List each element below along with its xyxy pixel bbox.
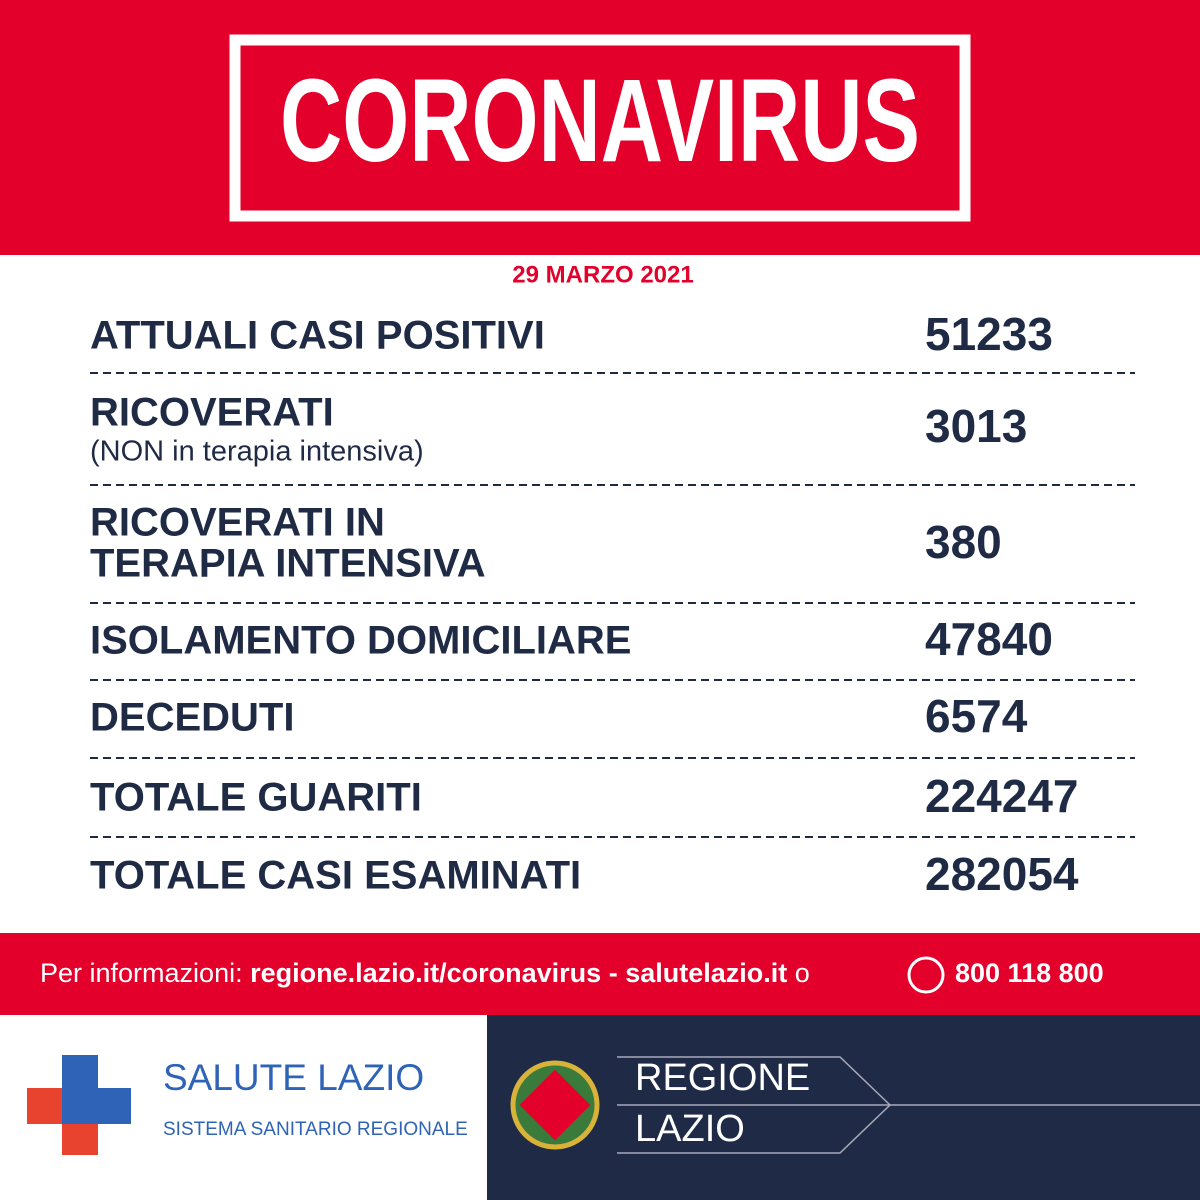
footer-right	[487, 1015, 1200, 1200]
info-prefix: Per informazioni:	[40, 958, 243, 988]
row-label: DECEDUTI	[90, 696, 294, 740]
row-label: TOTALE CASI ESAMINATI	[90, 854, 581, 898]
row-label: ISOLAMENTO DOMICILIARE	[90, 619, 631, 663]
row-value: 380	[925, 516, 1002, 568]
row-value: 3013	[925, 400, 1027, 452]
footer-right-line1: REGIONE	[635, 1057, 810, 1099]
info-sep: -	[609, 958, 618, 988]
info-link[interactable]: salutelazio.it	[625, 958, 787, 988]
region-emblem	[519, 1069, 591, 1141]
date: 29 MARZO 2021	[512, 261, 693, 288]
info-or: o	[795, 958, 810, 988]
info-band	[0, 933, 1200, 1015]
row-value: 282054	[925, 848, 1079, 900]
row-label: RICOVERATI IN	[90, 501, 385, 545]
row-label: TOTALE GUARITI	[90, 776, 422, 820]
footer-right-line2: LAZIO	[635, 1108, 745, 1150]
row-value: 51233	[925, 308, 1053, 360]
logo-cross	[27, 1088, 62, 1124]
footer-left-title: SALUTE LAZIO	[163, 1057, 424, 1098]
row-label: TERAPIA INTENSIVA	[90, 542, 486, 586]
row-value: 47840	[925, 613, 1053, 665]
row-value: 224247	[925, 770, 1079, 822]
row-label: RICOVERATI	[90, 391, 334, 435]
logo-cross	[62, 1124, 98, 1155]
row-label: ATTUALI CASI POSITIVI	[90, 314, 545, 358]
title-frame	[229, 34, 971, 222]
phone-icon	[907, 956, 945, 994]
row-value: 6574	[925, 690, 1028, 742]
title: CORONAVIRUS	[280, 55, 920, 187]
body	[0, 255, 1200, 933]
footer-left-subtitle: SISTEMA SANITARIO REGIONALE	[163, 1119, 468, 1140]
deco-line	[617, 1056, 892, 1154]
info-link[interactable]: regione.lazio.it/coronavirus	[250, 958, 601, 988]
info-phone[interactable]: 800 118 800	[955, 958, 1104, 988]
info-line: Per informazioni: regione.lazio.it/coron…	[40, 958, 810, 988]
row-sublabel: (NON in terapia intensiva)	[90, 436, 424, 468]
